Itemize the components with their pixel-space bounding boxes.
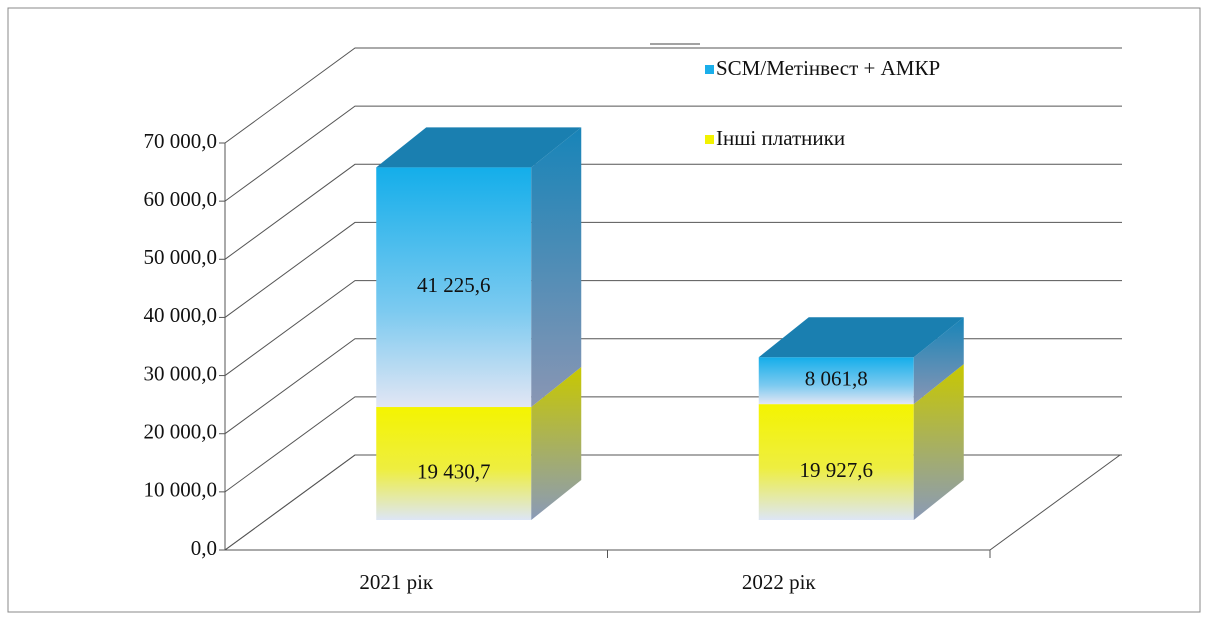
bar-segment xyxy=(758,357,914,405)
grid-line xyxy=(224,47,1122,144)
y-tick-label: 70 000,0 xyxy=(144,129,218,153)
x-tick-label: 2021 рік xyxy=(359,570,434,594)
data-label: 19 927,6 xyxy=(800,458,874,482)
data-label: 19 430,7 xyxy=(417,459,491,483)
grid-line xyxy=(224,396,1122,493)
y-tick-label: 40 000,0 xyxy=(144,303,218,327)
bar-segment xyxy=(376,407,532,520)
floor xyxy=(223,454,1122,551)
bar-side xyxy=(913,364,964,520)
grid-line xyxy=(224,338,1122,435)
y-tick-label: 50 000,0 xyxy=(144,245,218,269)
bar-side xyxy=(531,367,582,520)
grid-line xyxy=(224,163,1122,260)
data-label: 41 225,6 xyxy=(417,273,491,297)
legend-swatch xyxy=(705,65,714,74)
x-tick-label: 2022 рік xyxy=(742,570,817,594)
bar-segment xyxy=(758,404,914,520)
bar-top xyxy=(376,127,582,168)
y-tick-label: 30 000,0 xyxy=(144,361,218,385)
bar-side xyxy=(531,127,582,408)
grid-line xyxy=(224,221,1122,318)
y-tick-label: 20 000,0 xyxy=(144,420,218,444)
legend-swatch xyxy=(705,135,714,144)
legend-label: Інші платники xyxy=(716,126,845,150)
frame xyxy=(7,7,1201,613)
grid-line xyxy=(224,454,1122,551)
y-tick-label: 10 000,0 xyxy=(144,478,218,502)
data-label: 8 061,8 xyxy=(805,367,868,391)
bar-side xyxy=(913,317,964,405)
grid-line xyxy=(224,105,1122,202)
bar-segment xyxy=(376,167,532,408)
y-tick-label: 60 000,0 xyxy=(144,187,218,211)
bar-top xyxy=(758,317,964,358)
y-tick-label: 0,0 xyxy=(191,536,217,560)
legend-label: SCM/Метінвест + АМКР xyxy=(716,56,940,80)
grid-line xyxy=(224,280,1122,376)
